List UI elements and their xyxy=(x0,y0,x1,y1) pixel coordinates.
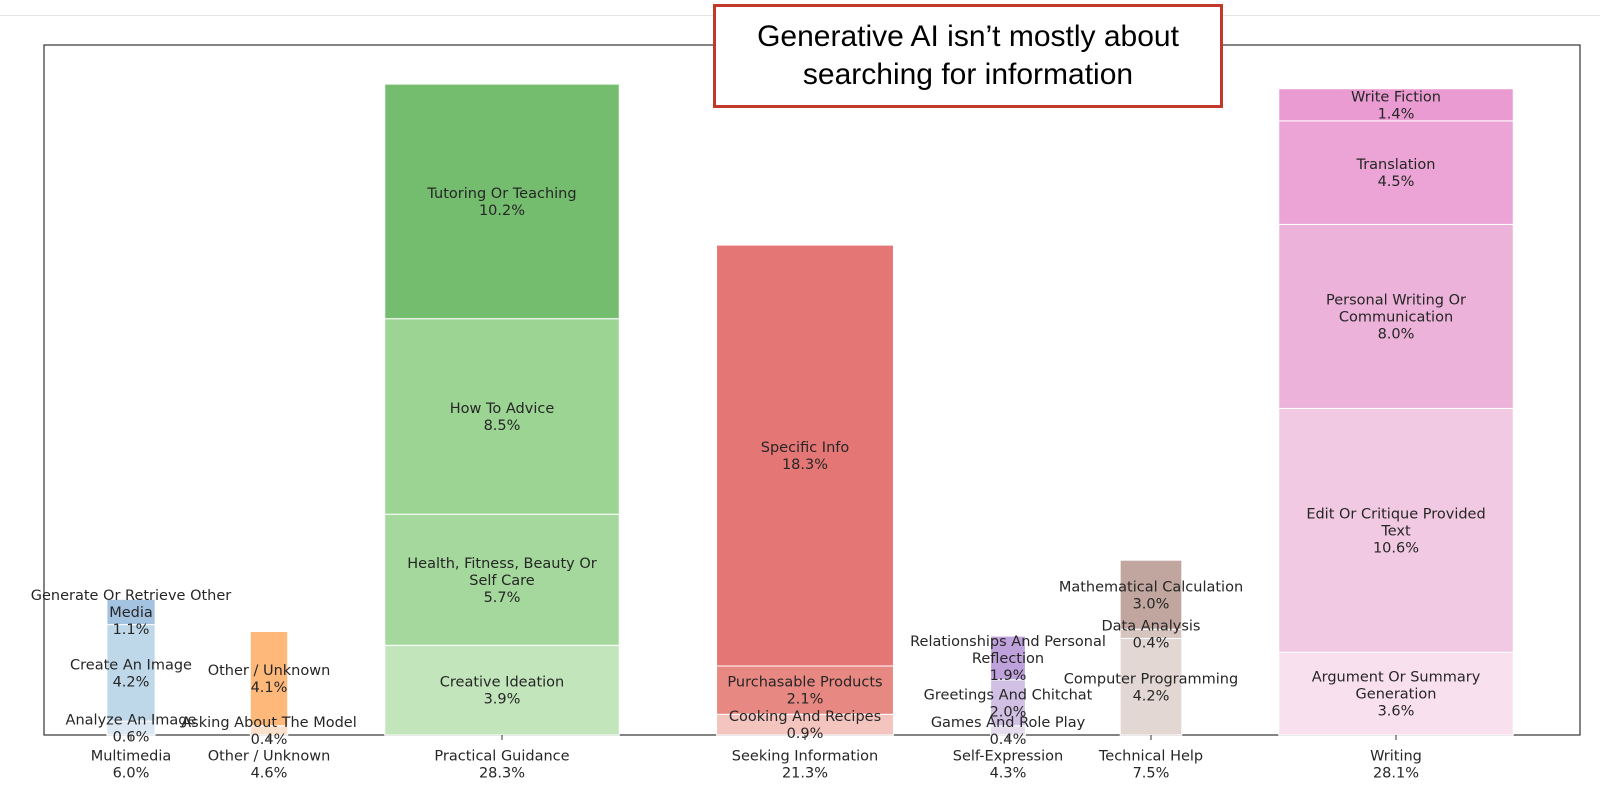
label-computer-programming: Computer Programming 4.2% xyxy=(1064,671,1238,704)
label-create-an-image: Create An Image 4.2% xyxy=(70,657,192,690)
label-other-unknown: Other / Unknown 4.1% xyxy=(208,663,331,696)
bar-creative-ideation xyxy=(384,644,620,736)
tick-label-multimedia: Multimedia 6.0% xyxy=(91,749,172,782)
label-edit-or-critique-provided-text: Edit Or Critique Provided Text 10.6% xyxy=(1306,506,1485,556)
bar-health-fitness-beauty-or-self-care xyxy=(384,513,620,646)
chart-bars xyxy=(106,83,1514,736)
label-data-analysis: Data Analysis 0.4% xyxy=(1102,618,1201,651)
label-tutoring-or-teaching: Tutoring Or Teaching 10.2% xyxy=(426,186,576,219)
bar-create-an-image xyxy=(106,624,156,722)
label-argument-or-summary-generation: Argument Or Summary Generation 3.6% xyxy=(1312,670,1481,720)
callout-text: Generative AI isn’t mostly about searchi… xyxy=(757,20,1179,91)
bar-edit-or-critique-provided-text xyxy=(1278,407,1514,653)
label-specific-info: Specific Info 18.3% xyxy=(761,440,850,473)
bar-generate-or-retrieve-other-media xyxy=(106,598,156,626)
x-axis-ticks: Multimedia 6.0% Other / Unknown 4.6% Practic… xyxy=(91,735,1422,782)
label-cooking-and-recipes: Cooking And Recipes 0.9% xyxy=(729,709,881,742)
bar-greetings-and-chitchat xyxy=(990,679,1026,727)
bar-mathematical-calculation xyxy=(1119,559,1183,630)
tick-label-other-unknown: Other / Unknown 4.6% xyxy=(208,749,331,782)
tick-label-self-expression: Self-Expression 4.3% xyxy=(953,749,1063,782)
label-generate-or-retrieve-other-media: Generate Or Retrieve Other Media 1.1% xyxy=(31,588,232,638)
bar-argument-or-summary-generation xyxy=(1278,651,1514,736)
label-purchasable-products: Purchasable Products 2.1% xyxy=(727,675,882,708)
label-analyze-an-image: Analyze An Image 0.6% xyxy=(66,713,197,746)
tick-label-writing: Writing 28.1% xyxy=(1370,749,1422,782)
bar-purchasable-products xyxy=(716,665,894,715)
tick-label-seeking-information: Seeking Information 21.3% xyxy=(732,749,878,782)
label-translation: Translation 4.5% xyxy=(1355,157,1435,190)
bar-relationships-and-personal-reflection xyxy=(990,635,1026,681)
bar-translation xyxy=(1278,120,1514,225)
bar-computer-programming xyxy=(1119,637,1183,736)
label-asking-about-the-model: Asking About The Model 0.4% xyxy=(181,715,357,748)
bar-write-fiction xyxy=(1278,88,1514,122)
bar-personal-writing-or-communication xyxy=(1278,223,1514,409)
label-greetings-and-chitchat: Greetings And Chitchat 2.0% xyxy=(924,687,1093,720)
tick-label-practical-guidance: Practical Guidance 28.3% xyxy=(434,749,569,782)
label-how-to-advice: How To Advice 8.5% xyxy=(450,401,555,434)
bar-other-unknown xyxy=(249,631,289,727)
callout-box: Generative AI isn’t mostly about searchi… xyxy=(713,4,1223,108)
label-write-fiction: Write Fiction 1.4% xyxy=(1351,89,1441,122)
label-mathematical-calculation: Mathematical Calculation 3.0% xyxy=(1059,579,1243,612)
bar-specific-info xyxy=(716,244,894,667)
tick-label-technical-help: Technical Help 7.5% xyxy=(1098,749,1203,782)
label-relationships-and-personal-reflection: Relationships And Personal Reflection 1.9% xyxy=(910,634,1106,684)
bar-how-to-advice xyxy=(384,318,620,515)
bar-tutoring-or-teaching xyxy=(384,83,620,320)
label-games-and-role-play: Games And Role Play 0.4% xyxy=(931,715,1086,748)
chart-labels: Analyze An Image 0.6% Create An Image 4.2% G… xyxy=(31,89,1486,748)
label-health-fitness-beauty-or-self-care: Health, Fitness, Beauty Or Self Care 5.7% xyxy=(407,556,597,606)
label-personal-writing-or-communication: Personal Writing Or Communication 8.0% xyxy=(1326,292,1466,342)
label-creative-ideation: Creative Ideation 3.9% xyxy=(440,675,564,708)
